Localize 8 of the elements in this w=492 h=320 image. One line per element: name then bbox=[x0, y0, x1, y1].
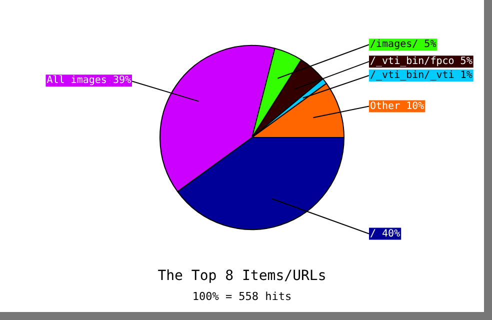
slice-label: /images/ 5% bbox=[370, 39, 436, 50]
slice-label: Other 10% bbox=[370, 100, 424, 112]
slice-label: / 40% bbox=[370, 228, 400, 240]
slice-label: /_vti_bin/_vti 1% bbox=[370, 70, 472, 82]
slice-label: All images 39% bbox=[46, 75, 132, 86]
slice-label: /_vti_bin/fpco 5% bbox=[370, 56, 472, 68]
text: 100% = 558 hits bbox=[191, 290, 293, 303]
text: The Top 8 Items/URLs bbox=[156, 268, 328, 284]
